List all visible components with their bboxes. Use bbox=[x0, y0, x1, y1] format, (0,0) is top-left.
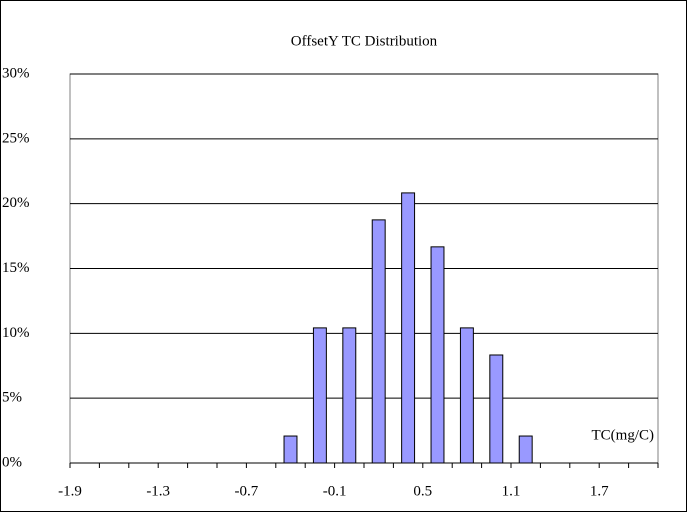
x-tick-label: -1.3 bbox=[146, 483, 170, 499]
bar bbox=[430, 246, 445, 464]
bar bbox=[283, 435, 298, 464]
chart-title: OffsetY TC Distribution bbox=[291, 33, 438, 49]
bar bbox=[342, 327, 357, 464]
bar bbox=[459, 327, 474, 464]
bar bbox=[371, 219, 386, 464]
bar bbox=[312, 327, 327, 464]
y-tick-label: 15% bbox=[2, 260, 30, 276]
x-axis-label: TC(mg/C) bbox=[592, 427, 655, 443]
y-tick-label: 10% bbox=[2, 325, 30, 341]
bar bbox=[401, 192, 416, 464]
y-tick-label: 0% bbox=[2, 454, 22, 470]
bar bbox=[518, 435, 533, 464]
y-tick-label: 20% bbox=[2, 195, 30, 211]
y-tick-label: 25% bbox=[2, 130, 30, 146]
x-tick-label: 1.7 bbox=[590, 483, 609, 499]
y-tick-label: 30% bbox=[2, 65, 30, 81]
x-tick-label: 1.1 bbox=[502, 483, 521, 499]
bar bbox=[489, 354, 504, 464]
x-tick-label: -0.7 bbox=[235, 483, 259, 499]
x-tick-label: -1.9 bbox=[58, 483, 82, 499]
y-tick-label: 5% bbox=[2, 390, 22, 406]
x-tick-label: 0.5 bbox=[413, 483, 432, 499]
x-tick-label: -0.1 bbox=[323, 483, 347, 499]
